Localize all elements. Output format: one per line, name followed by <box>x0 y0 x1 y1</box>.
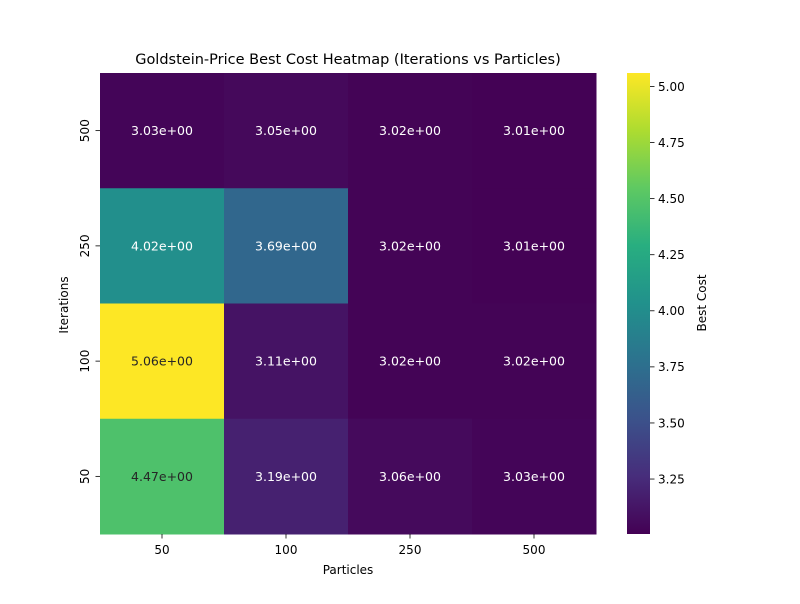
heatmap-cell <box>472 188 597 304</box>
cell-value-label: 3.02e+00 <box>379 123 441 138</box>
heatmap-cell <box>472 73 597 189</box>
cell-value-label: 3.03e+00 <box>131 123 193 138</box>
y-axis-ticks: 500 250 100 50 <box>78 119 100 484</box>
heatmap-cell <box>348 188 473 304</box>
colorbar-label: Best Cost <box>695 274 709 331</box>
cell-value-label: 3.01e+00 <box>503 123 565 138</box>
cell-value-label: 3.69e+00 <box>255 238 317 253</box>
colorbar-tick-label: 3.50 <box>658 416 685 430</box>
x-axis-ticks: 50 100 250 500 <box>154 534 545 557</box>
heatmap-cell <box>100 188 225 304</box>
colorbar-tick-label: 4.00 <box>658 304 685 318</box>
cell-value-label: 3.02e+00 <box>379 238 441 253</box>
heatmap-cell <box>100 303 225 420</box>
x-tick-label: 500 <box>523 543 546 557</box>
y-tick-label: 250 <box>78 234 92 257</box>
heatmap-cell <box>472 418 597 535</box>
cell-value-label: 5.06e+00 <box>131 354 193 369</box>
colorbar-ticks: 3.25 3.50 3.75 4.00 4.25 4.50 4.75 5.00 <box>650 80 685 486</box>
y-tick-label: 50 <box>78 469 92 484</box>
x-tick-label: 50 <box>154 543 169 557</box>
heatmap-cell <box>348 73 473 189</box>
cell-value-label: 3.05e+00 <box>255 123 317 138</box>
heatmap-cell <box>100 418 225 535</box>
x-axis-label: Particles <box>323 563 374 577</box>
cell-value-label: 3.03e+00 <box>503 469 565 484</box>
colorbar-tick-label: 3.25 <box>658 472 685 486</box>
heatmap-cell <box>224 303 349 420</box>
x-tick-label: 250 <box>399 543 422 557</box>
heatmap-cell <box>224 418 349 535</box>
x-tick-label: 100 <box>275 543 298 557</box>
colorbar-tick-label: 3.75 <box>658 360 685 374</box>
cell-value-label: 4.47e+00 <box>131 469 193 484</box>
cell-value-label: 3.11e+00 <box>255 354 317 369</box>
cell-value-label: 3.01e+00 <box>503 238 565 253</box>
colorbar-tick-label: 5.00 <box>658 80 685 94</box>
colorbar <box>627 73 650 534</box>
heatmap-cell <box>348 303 473 420</box>
cell-value-label: 3.02e+00 <box>379 354 441 369</box>
cell-value-label: 3.02e+00 <box>503 354 565 369</box>
y-axis-label: Iterations <box>57 276 71 333</box>
chart-title: Goldstein-Price Best Cost Heatmap (Itera… <box>135 52 561 68</box>
colorbar-tick-label: 4.75 <box>658 136 685 150</box>
cell-value-label: 4.02e+00 <box>131 238 193 253</box>
heatmap-cell <box>224 188 349 304</box>
heatmap-cell <box>472 303 597 420</box>
cell-value-label: 3.06e+00 <box>379 469 441 484</box>
heatmap-cell <box>348 418 473 535</box>
y-tick-label: 100 <box>78 350 92 373</box>
heatmap-cell <box>100 73 225 189</box>
cell-value-label: 3.19e+00 <box>255 469 317 484</box>
heatmap-cell-labels: 3.03e+00 3.05e+00 3.02e+00 3.01e+00 4.02e+00… <box>131 123 565 484</box>
heatmap-cell <box>224 73 349 189</box>
heatmap-cells <box>100 73 597 535</box>
colorbar-tick-label: 4.25 <box>658 248 685 262</box>
colorbar-tick-label: 4.50 <box>658 192 685 206</box>
y-tick-label: 500 <box>78 119 92 142</box>
